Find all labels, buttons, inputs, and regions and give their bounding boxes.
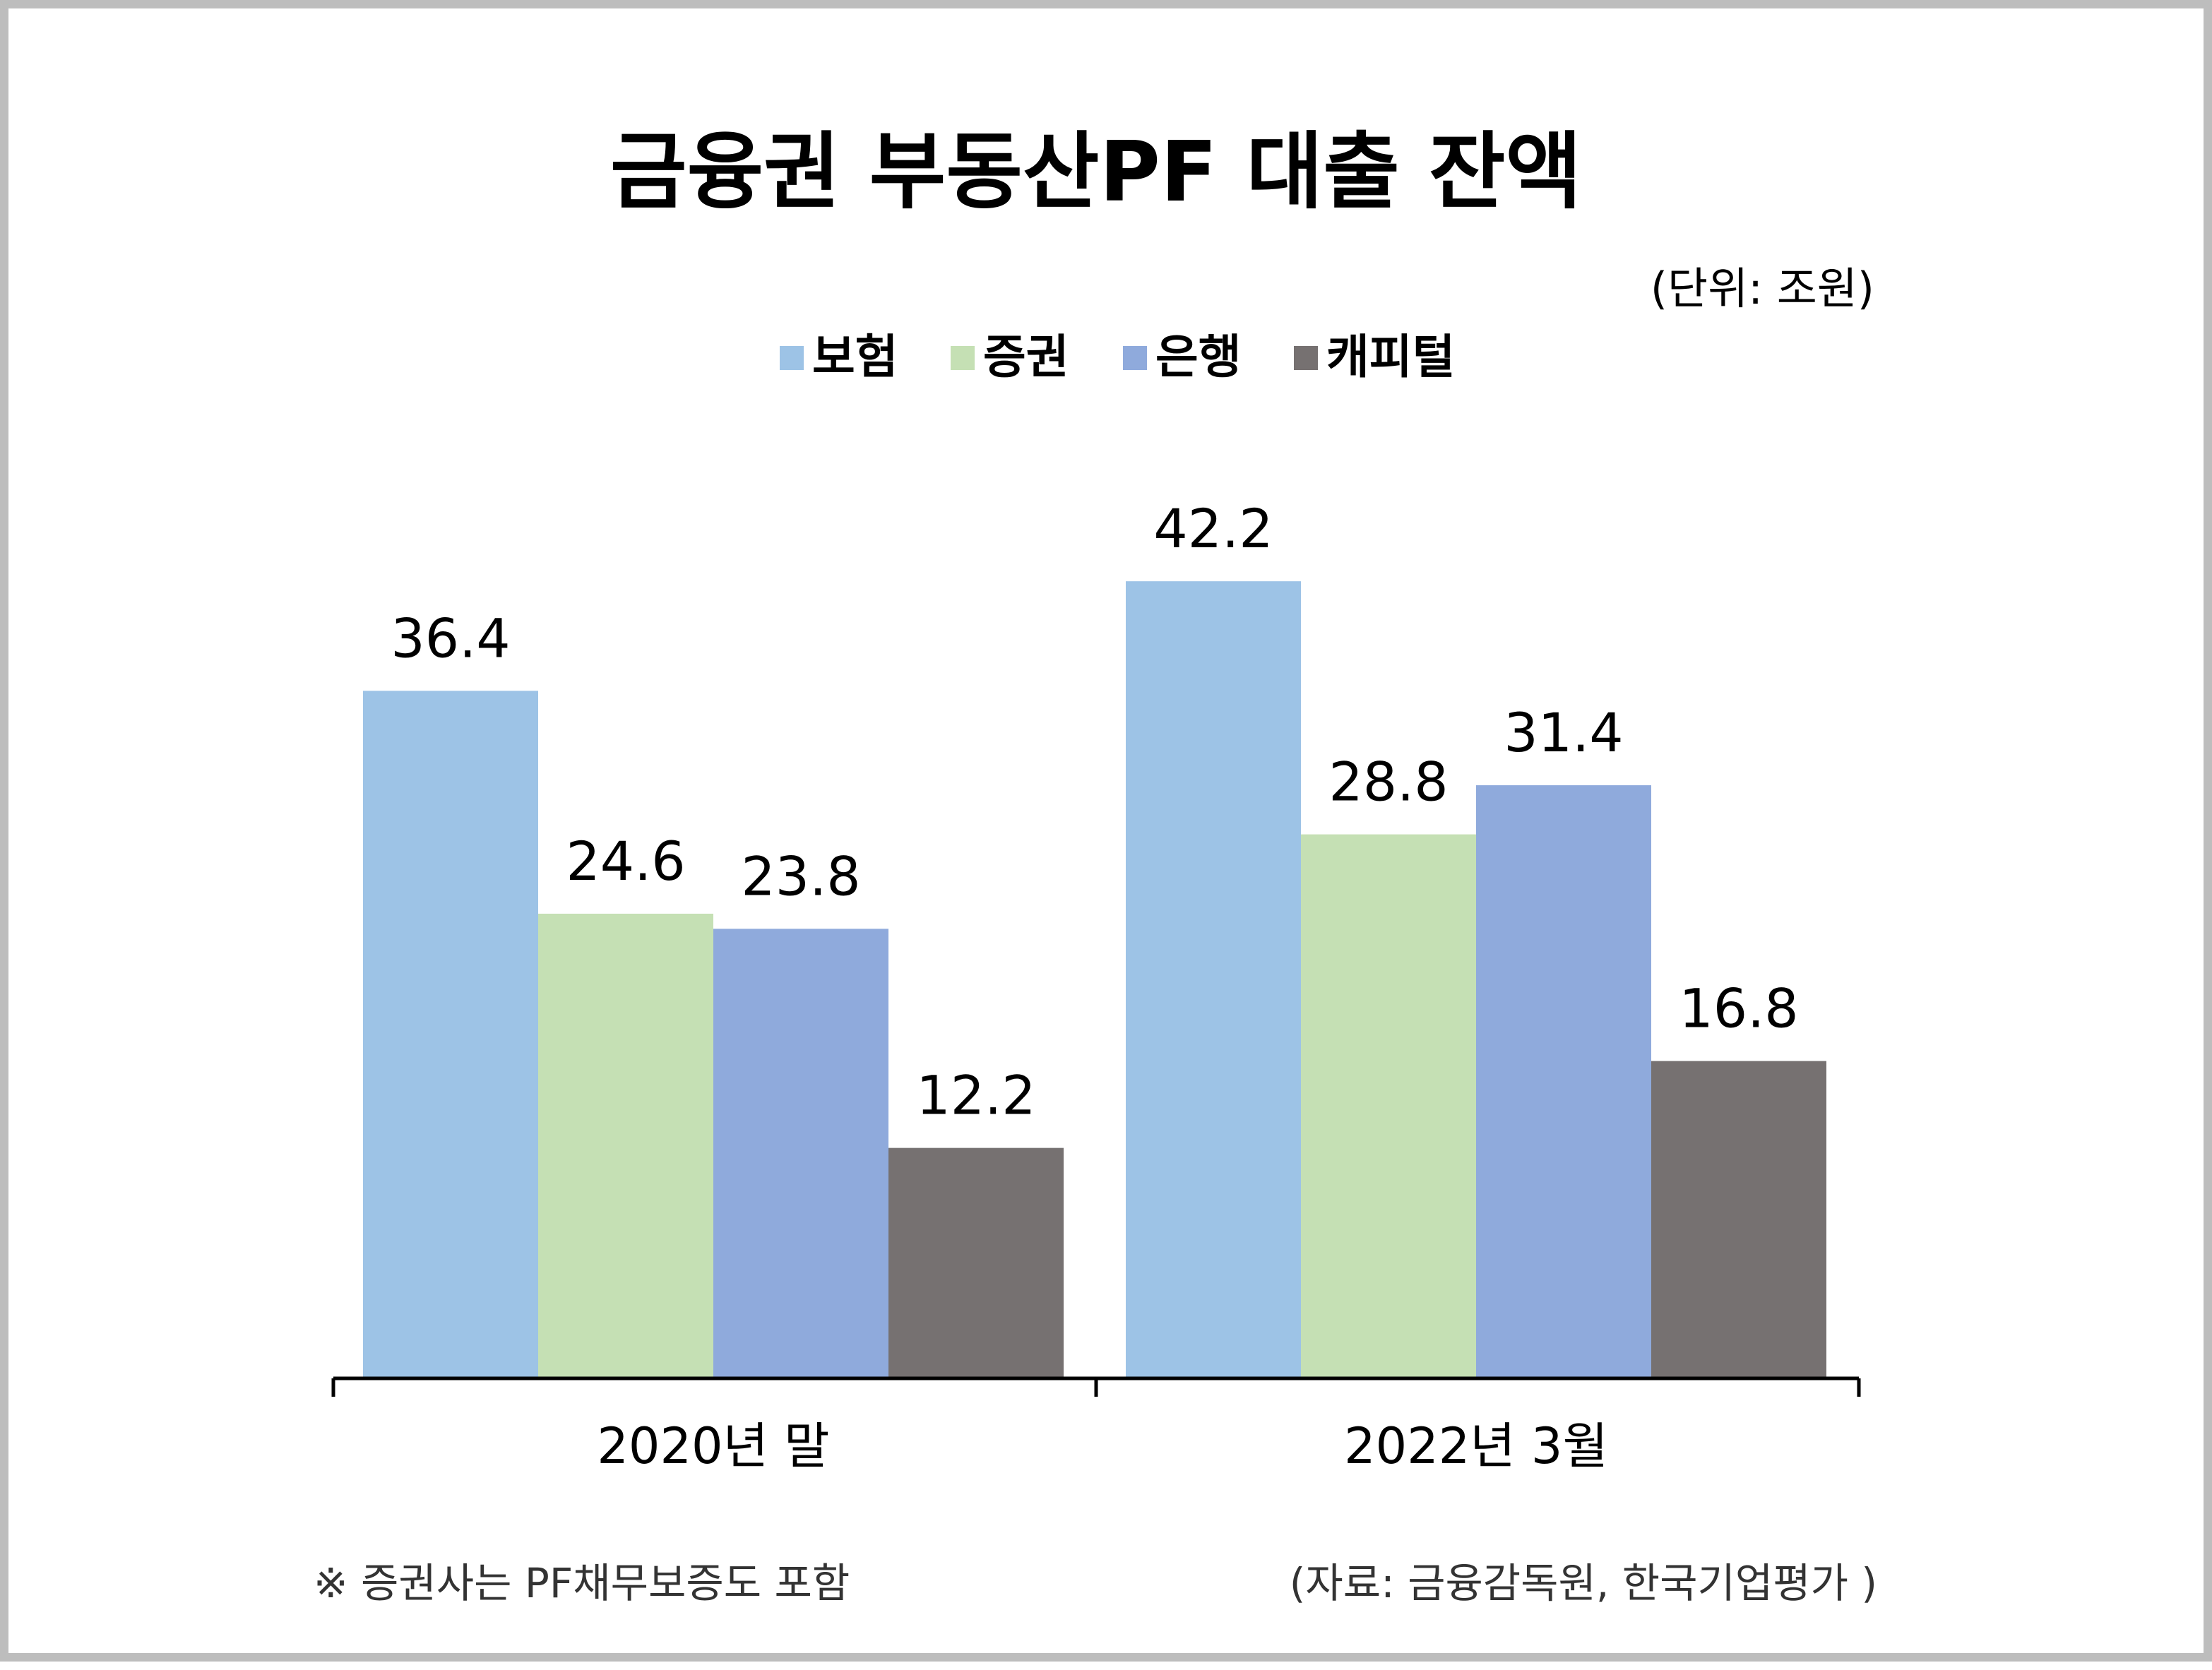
bar-3-1 xyxy=(1651,1061,1826,1378)
legend-swatch-1 xyxy=(951,346,975,370)
value-label-3-1: 16.8 xyxy=(1679,977,1798,1040)
bar-group xyxy=(363,581,1826,1378)
legend-swatch-2 xyxy=(1123,346,1147,370)
chart: 금융권 부동산PF 대출 잔액 (단위: 조원) 보험 증권 은행 캐피털 36.4 4… xyxy=(314,123,1877,1607)
value-label-1-0: 24.6 xyxy=(566,830,685,893)
chart-title: 금융권 부동산PF 대출 잔액 xyxy=(610,123,1582,220)
value-label-0-0: 36.4 xyxy=(391,607,510,669)
source-note: (자료: 금융감독원, 한국기업평가 ) xyxy=(1290,1559,1877,1607)
value-label-0-1: 42.2 xyxy=(1153,497,1273,560)
value-label-1-1: 28.8 xyxy=(1328,751,1448,813)
value-label-3-0: 12.2 xyxy=(916,1064,1035,1127)
value-label-2-0: 23.8 xyxy=(741,845,860,907)
value-label-2-1: 31.4 xyxy=(1504,701,1623,764)
category-label-group: 2020년 말 2022년 3월 xyxy=(597,1417,1607,1475)
unit-label: (단위: 조원) xyxy=(1651,263,1874,314)
legend-swatch-3 xyxy=(1294,346,1318,370)
legend-label-0: 보험 xyxy=(812,330,898,384)
bar-1-0 xyxy=(538,913,713,1378)
bar-1-1 xyxy=(1301,834,1476,1378)
footnote: ※ 증권사는 PF채무보증도 포함 xyxy=(314,1559,850,1607)
bar-2-1 xyxy=(1476,785,1651,1378)
value-label-group: 36.4 42.2 24.6 28.8 23.8 31.4 12.2 16.8 xyxy=(391,497,1798,1127)
category-label-0: 2020년 말 xyxy=(597,1417,829,1475)
bar-3-0 xyxy=(888,1147,1064,1378)
category-label-1: 2022년 3월 xyxy=(1344,1417,1608,1475)
bar-2-0 xyxy=(713,929,888,1378)
legend: 보험 증권 은행 캐피털 xyxy=(780,330,1455,384)
legend-swatch-0 xyxy=(780,346,804,370)
legend-label-2: 은행 xyxy=(1155,330,1241,384)
x-axis xyxy=(331,1376,1861,1397)
legend-label-1: 증권 xyxy=(983,330,1069,384)
bar-0-0 xyxy=(363,691,538,1378)
legend-label-3: 캐피털 xyxy=(1326,330,1455,384)
bar-0-1 xyxy=(1126,581,1301,1378)
